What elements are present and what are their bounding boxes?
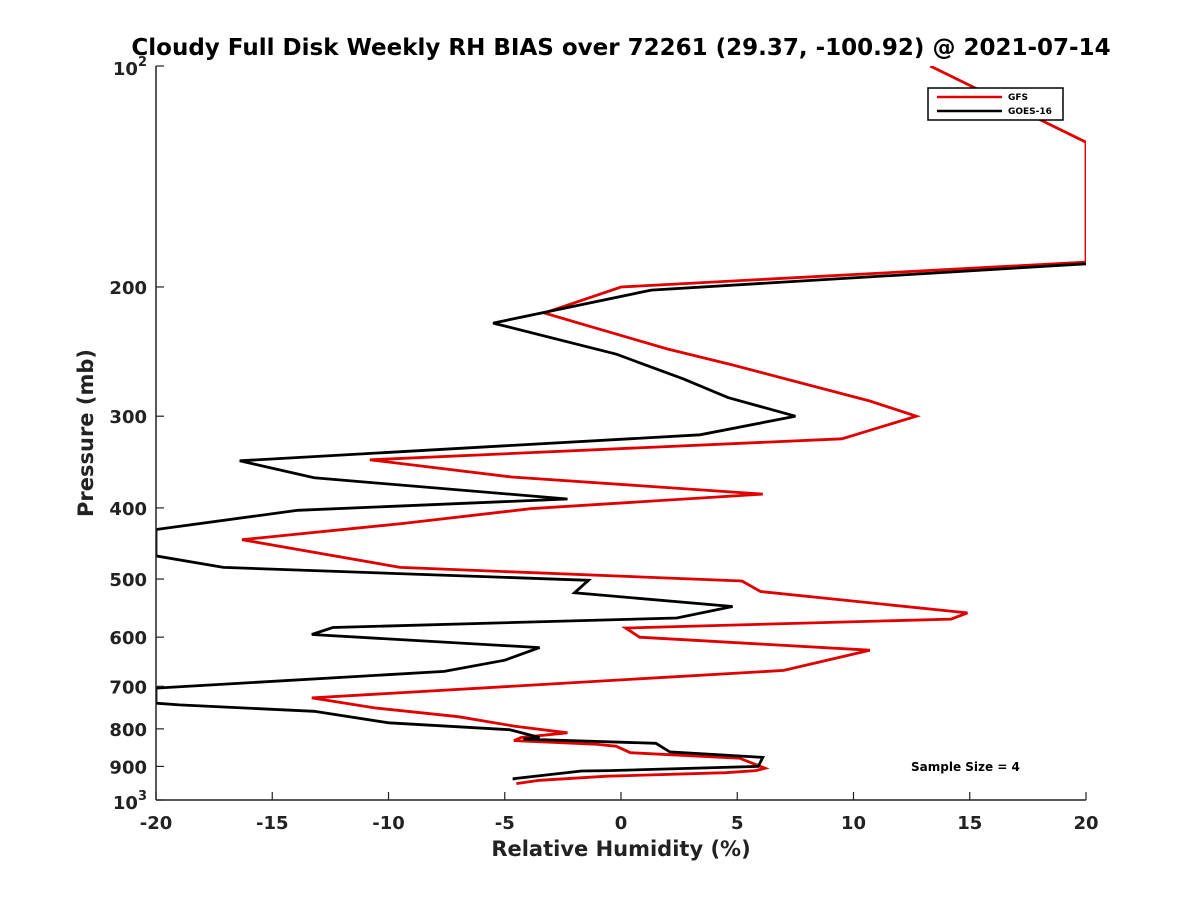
- plot-area: [156, 66, 1086, 800]
- y-tick-label: 400: [109, 499, 147, 520]
- y-axis-label: Pressure (mb): [74, 349, 98, 517]
- x-tick-label: 5: [731, 813, 744, 834]
- x-tick-label: 10: [841, 813, 866, 834]
- x-tick-label: -5: [495, 813, 515, 834]
- series-line-gfs: [241, 66, 1086, 785]
- y-tick-label: 200: [109, 278, 147, 299]
- x-tick-label: -20: [140, 813, 173, 834]
- x-tick-label: -15: [256, 813, 289, 834]
- sample-size-annotation: Sample Size = 4: [911, 760, 1020, 774]
- legend-label-goes16: GOES-16: [1008, 107, 1052, 117]
- series-line-goes16: [156, 262, 1086, 781]
- axes-layer: -20 -15 -10 -5 0 5 10 15 20 102 200 300 400 500 600 700…: [109, 55, 1098, 834]
- x-tick-label: 20: [1073, 813, 1098, 834]
- y-tick-label: 900: [109, 757, 147, 778]
- y-tick-label: 102: [113, 55, 147, 80]
- x-tick-label: 0: [615, 813, 628, 834]
- legend-box: [927, 87, 1064, 121]
- x-axis-label: Relative Humidity (%): [491, 837, 750, 861]
- y-tick-label: 800: [109, 720, 147, 741]
- series-layer: [156, 66, 1086, 785]
- legend-label-gfs: GFS: [1008, 93, 1028, 103]
- y-tick-label: 600: [109, 628, 147, 649]
- x-tick-label: -10: [372, 813, 405, 834]
- y-tick-label: 103: [113, 789, 147, 814]
- x-tick-label: 15: [957, 813, 982, 834]
- legend: GFS GOES-16: [927, 87, 1064, 121]
- y-tick-label: 700: [109, 677, 147, 698]
- y-tick-label: 300: [109, 407, 147, 428]
- chart-title: Cloudy Full Disk Weekly RH BIAS over 722…: [131, 35, 1110, 61]
- y-tick-label: 500: [109, 570, 147, 591]
